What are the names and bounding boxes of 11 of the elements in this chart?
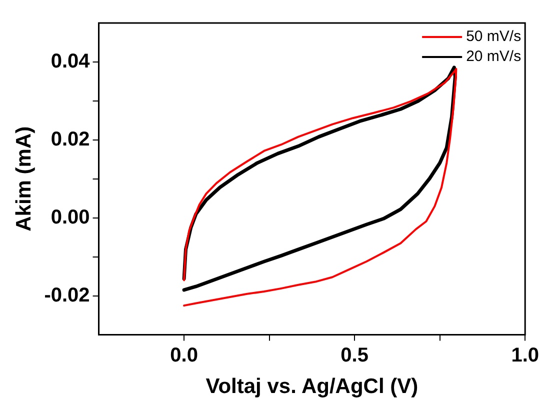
y-tick-label: 0.02	[50, 128, 90, 150]
x-tick-label: 1.0	[511, 344, 540, 366]
x-tick-label: 0.0	[170, 344, 198, 366]
x-tick-label: 0.5	[340, 344, 368, 366]
y-axis-title: Akim (mA)	[12, 126, 36, 232]
legend-label: 50 mV/s	[466, 28, 522, 46]
y-tick-label: 0.00	[50, 206, 90, 228]
legend-label: 20 mV/s	[466, 48, 522, 66]
x-axis-title: Voltaj vs. Ag/AgCl (V)	[206, 375, 418, 398]
y-tick-label: -0.02	[44, 284, 90, 306]
y-tick-label: 0.04	[50, 50, 91, 72]
